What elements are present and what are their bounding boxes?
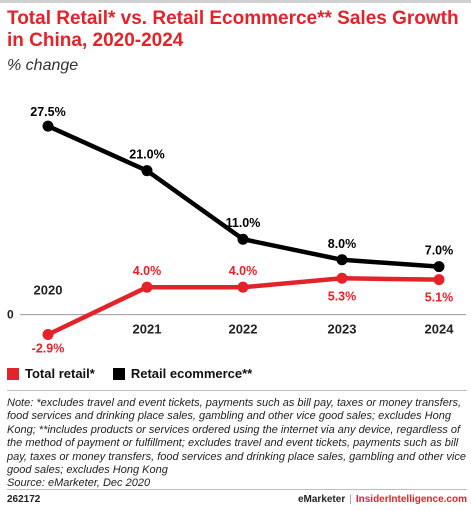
note-text: Note: *excludes travel and event tickets… bbox=[7, 397, 466, 477]
data-label-retail-ecommerce-2024: 7.0% bbox=[425, 244, 454, 258]
data-point-total-retail-2021 bbox=[141, 281, 153, 293]
data-point-retail-ecommerce-2021 bbox=[141, 165, 153, 177]
data-point-total-retail-2023 bbox=[336, 272, 348, 284]
chart-title: Total Retail* vs. Retail Ecommerce** Sal… bbox=[7, 8, 459, 51]
top-rule bbox=[0, 0, 471, 3]
brand-separator: | bbox=[349, 494, 352, 505]
data-label-total-retail-2023: 5.3% bbox=[328, 289, 357, 303]
data-label-total-retail-2024: 5.1% bbox=[425, 291, 454, 305]
data-point-retail-ecommerce-2023 bbox=[336, 254, 348, 266]
data-label-retail-ecommerce-2023: 8.0% bbox=[328, 237, 357, 251]
legend-swatch-total-retail bbox=[7, 367, 19, 380]
x-tick-label-2024: 2024 bbox=[425, 322, 455, 337]
data-point-retail-ecommerce-2024 bbox=[433, 261, 445, 273]
zero-axis-label: 0 bbox=[7, 308, 14, 322]
legend-label-retail-ecommerce: Retail ecommerce** bbox=[130, 366, 253, 381]
brand-name: eMarketer bbox=[297, 494, 346, 505]
data-label-retail-ecommerce-2020: 27.5% bbox=[30, 105, 65, 119]
site-name: InsiderIntelligence.com bbox=[355, 494, 467, 505]
chart-subtitle: % change bbox=[7, 57, 79, 74]
source-text: Source: eMarketer, Dec 2020 bbox=[7, 477, 151, 490]
legend-item-retail-ecommerce: Retail ecommerce** bbox=[112, 366, 253, 381]
data-point-retail-ecommerce-2020 bbox=[42, 120, 54, 132]
footer-brand: eMarketer | InsiderIntelligence.com bbox=[298, 494, 467, 505]
legend: Total retail* Retail ecommerce** bbox=[7, 366, 270, 381]
chart-notes: Note: *excludes travel and event tickets… bbox=[7, 397, 469, 491]
x-tick-label-2021: 2021 bbox=[133, 322, 162, 337]
data-label-total-retail-2021: 4.0% bbox=[133, 264, 162, 278]
chart-id: 262172 bbox=[7, 494, 41, 505]
legend-swatch-retail-ecommerce bbox=[112, 367, 125, 380]
series-line-retail-ecommerce bbox=[45, 123, 442, 269]
x-tick-label-2023: 2023 bbox=[328, 322, 357, 337]
x-tick-label-2022: 2022 bbox=[229, 322, 258, 337]
notes-divider bbox=[7, 390, 467, 391]
data-label-total-retail-2020: -2.9% bbox=[32, 341, 65, 355]
data-point-total-retail-2020 bbox=[42, 328, 54, 340]
data-label-retail-ecommerce-2021: 21.0% bbox=[129, 148, 164, 162]
legend-item-total-retail: Total retail* bbox=[7, 366, 95, 381]
data-point-total-retail-2022 bbox=[237, 281, 249, 293]
footer-divider bbox=[7, 489, 467, 490]
line-chart: 0 2020 2021 2022 2023 2024 -2.9% 4.0% 4.0% 5.3% 5.… bbox=[7, 105, 466, 355]
data-point-total-retail-2024 bbox=[433, 274, 445, 286]
data-label-retail-ecommerce-2022: 11.0% bbox=[226, 216, 261, 230]
data-label-total-retail-2022: 4.0% bbox=[229, 264, 258, 278]
legend-label-total-retail: Total retail* bbox=[25, 366, 95, 381]
x-tick-label-2020: 2020 bbox=[34, 283, 63, 298]
data-point-retail-ecommerce-2022 bbox=[237, 233, 249, 245]
